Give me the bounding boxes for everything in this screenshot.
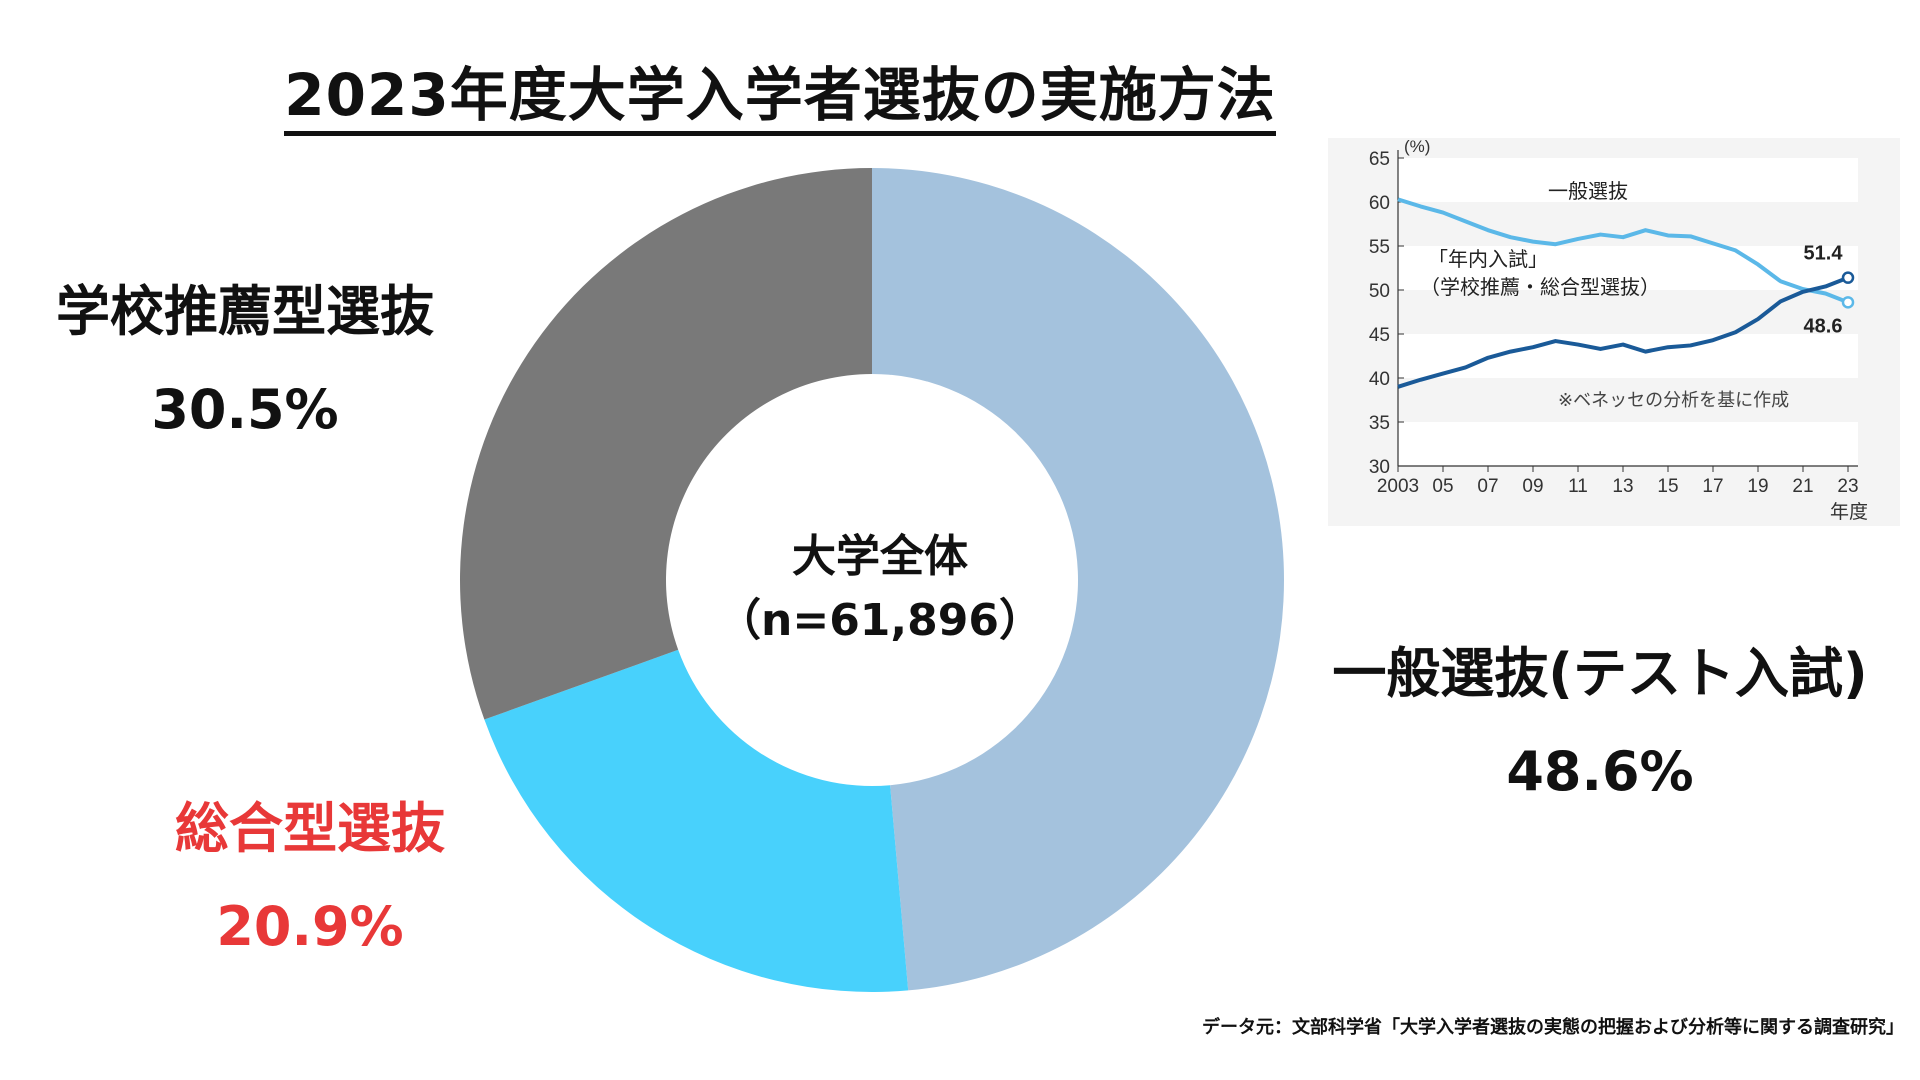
series-end-marker <box>1841 296 1855 309</box>
x-axis-unit: 年度 <box>1830 501 1868 523</box>
x-tick-label: 09 <box>1522 476 1543 497</box>
y-tick-label: 65 <box>1369 149 1390 170</box>
y-tick-label: 60 <box>1369 193 1390 214</box>
slice-label-gakko: 学校推薦型選抜 30.5% <box>10 278 480 443</box>
grid-band <box>1398 158 1858 202</box>
center-sample-size: （n=61,896） <box>717 594 1043 646</box>
end-value-ippan: 48.6 <box>1804 315 1843 337</box>
x-tick-label: 15 <box>1657 476 1678 497</box>
y-tick-label: 45 <box>1369 325 1390 346</box>
x-tick-label: 07 <box>1477 476 1498 497</box>
slice-pct-gakko: 30.5% <box>151 377 339 441</box>
y-tick-label: 30 <box>1369 457 1390 478</box>
slice-pct-ippan: 48.6% <box>1506 739 1694 803</box>
slice-gakko <box>459 168 872 720</box>
slice-name-gakko: 学校推薦型選抜 <box>56 280 434 343</box>
x-tick-label: 19 <box>1747 476 1768 497</box>
x-tick-label: 17 <box>1702 476 1723 497</box>
slice-name-sogo: 総合型選抜 <box>175 797 445 860</box>
trend-line-chart: 30 35 40 45 50 55 60 65 (%) 2003 05 07 09 11 13 15 17 19 2… <box>1369 137 1868 523</box>
x-tick-label: 2003 <box>1377 476 1419 497</box>
y-tick-label: 55 <box>1369 237 1390 258</box>
slice-label-sogo: 総合型選抜 20.9% <box>95 795 525 960</box>
donut-center-label: 大学全体 （n=61,896） <box>680 525 1080 653</box>
series-label-ippan: 一般選抜 <box>1548 179 1628 203</box>
slice-pct-sogo: 20.9% <box>216 894 404 958</box>
y-tick-label: 50 <box>1369 281 1390 302</box>
trend-chart-panel: 30 35 40 45 50 55 60 65 (%) 2003 05 07 09 11 13 15 17 19 2… <box>1328 137 1900 526</box>
end-value-nennai: 51.4 <box>1804 243 1844 265</box>
series-ippan-line <box>1397 197 1849 305</box>
series-end-marker <box>1841 271 1855 284</box>
data-source-note: データ元：文部科学省「大学入学者選抜の実態の把握および分析等に関する調査研究」 <box>1202 1017 1904 1038</box>
x-tick-label: 13 <box>1612 476 1633 497</box>
chart-title: 2023年度大学入学者選抜の実施方法 <box>0 48 1560 136</box>
y-axis-unit: (%) <box>1404 138 1430 156</box>
series-label-nennai-line1: 「年内入試」 <box>1428 247 1548 271</box>
grid-band <box>1398 422 1858 466</box>
series-nennai-line <box>1397 275 1849 389</box>
slice-ippan <box>872 168 1285 991</box>
slice-name-ippan: 一般選抜(テスト入試) <box>1332 642 1868 705</box>
x-tick-label: 23 <box>1837 476 1858 497</box>
x-tick-label: 21 <box>1792 476 1813 497</box>
y-tick-label: 40 <box>1369 369 1390 390</box>
series-label-nennai-line2: （学校推薦・総合型選抜） <box>1420 275 1660 299</box>
slice-label-ippan: 一般選抜(テスト入試) 48.6% <box>1290 640 1910 805</box>
chart-note: ※ベネッセの分析を基に作成 <box>1558 390 1789 411</box>
slice-sogo <box>484 649 909 993</box>
x-tick-label: 05 <box>1432 476 1453 497</box>
center-title: 大学全体 <box>792 531 968 582</box>
y-tick-label: 35 <box>1369 413 1390 434</box>
x-tick-label: 11 <box>1568 476 1588 497</box>
grid-band <box>1398 334 1858 378</box>
